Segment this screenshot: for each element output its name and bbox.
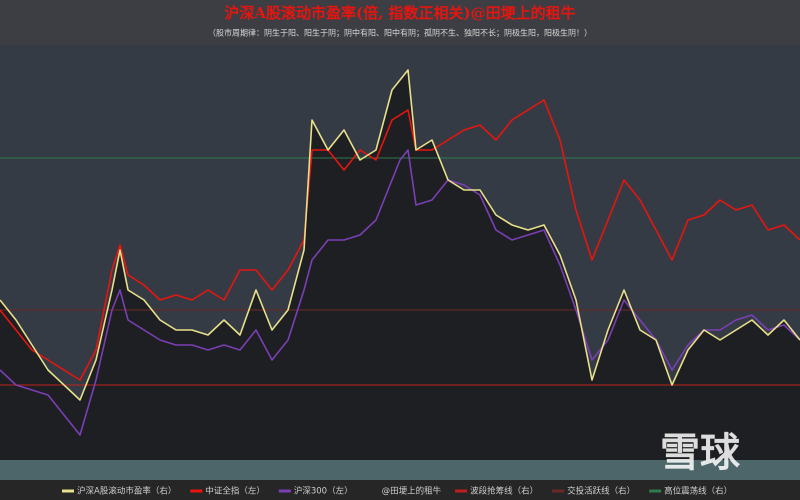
watermark: 雪球 [660,430,741,476]
plot [0,69,800,460]
chart-title: 沪深A股滚动市盈率(倍, 指数正相关)@田埂上的租牛 [224,4,575,22]
legend-band [0,480,800,500]
legend-label: 高位震荡线（右） [664,486,732,497]
legend-label: 沪深300（左） [294,486,353,497]
bottom-strip [0,460,800,480]
legend-label: 中证全指（左） [205,486,265,497]
area [0,70,800,460]
legend: 沪深A股滚动市盈率（右） 中证全指（左） 沪深300（左） @田埂上的租牛 波段抢筹线（… [62,486,732,497]
line [0,69,800,401]
legend-label: 交投活跃线（右） [567,486,635,497]
line [0,149,800,436]
chart-subtitle: （股市周期律：阴生于阳、阳生于阴；阴中有阳、阳中有阴；孤阴不生、独阳不长；阴极生… [208,28,592,38]
legend-label: @田埂上的租牛 [382,486,442,497]
legend-label: 波段抢筹线（右） [470,486,538,497]
title-band [0,0,800,45]
line [0,99,800,381]
legend-label: 沪深A股滚动市盈率（右） [77,486,176,497]
